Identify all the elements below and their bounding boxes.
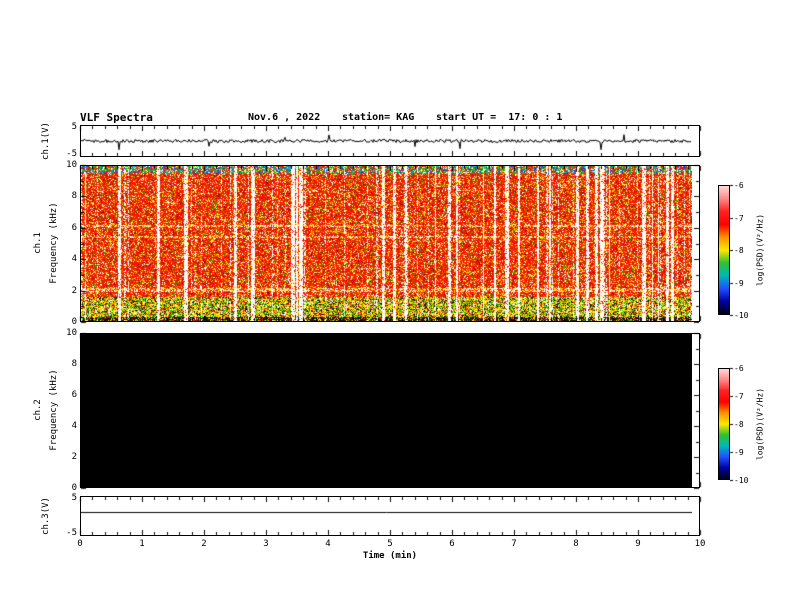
- tick-label: -6: [734, 364, 744, 373]
- ch3-waveform-canvas: [81, 497, 692, 535]
- tick-label: -8: [734, 420, 744, 429]
- ch2-colorbar-label: log(PSD)(V²/Hz): [755, 387, 765, 461]
- x-axis-title: Time (min): [362, 551, 418, 561]
- tick-label: 4: [71, 254, 77, 265]
- tick-label: 5: [71, 493, 77, 503]
- ch3-waveform-panel: [80, 496, 700, 536]
- ch1-spectrogram-panel: [80, 165, 700, 322]
- ch1-waveform-panel: [80, 125, 700, 157]
- tick-label: -8: [734, 246, 744, 255]
- tick-label: 4: [325, 539, 331, 549]
- tick-label: 10: [66, 328, 77, 338]
- header-date: Nov.6 , 2022: [248, 112, 321, 123]
- tick-label: -5: [66, 149, 77, 159]
- ch1-voltage-axis-label: ch.1(V): [41, 122, 51, 160]
- figure-title: VLF Spectra: [80, 111, 153, 124]
- tick-label: 5: [71, 122, 77, 132]
- tick-label: 6: [449, 539, 455, 549]
- tick-label: 8: [71, 191, 77, 202]
- tick-label: -6: [734, 181, 744, 190]
- tick-label: 1: [139, 539, 145, 549]
- tick-label: 0: [71, 317, 77, 327]
- tick-label: 0: [71, 483, 77, 493]
- ch1-spec-freq-axis-label: Frequency (kHz): [49, 202, 59, 284]
- ch2-spectrogram-panel: [80, 333, 700, 488]
- tick-label: 3: [263, 539, 269, 549]
- tick-label: 6: [71, 222, 77, 233]
- tick-label: 2: [71, 452, 77, 462]
- header-station: station= KAG: [342, 112, 415, 123]
- ch1-spec-channel-label: ch.1: [33, 232, 43, 254]
- tick-label: 2: [71, 285, 77, 296]
- tick-label: 6: [71, 390, 77, 400]
- tick-label: 8: [71, 359, 77, 369]
- header-start-ut: start UT = 17: 0 : 1: [436, 112, 563, 123]
- tick-label: 10: [694, 539, 706, 549]
- tick-label: 7: [511, 539, 517, 549]
- tick-label: 8: [573, 539, 579, 549]
- tick-label: -10: [734, 476, 749, 485]
- tick-label: 10: [66, 160, 77, 170]
- tick-label: -7: [734, 392, 744, 401]
- tick-label: -5: [66, 528, 77, 538]
- tick-label: 0: [77, 539, 83, 549]
- ch3-voltage-axis-label: ch.3(V): [41, 497, 51, 535]
- tick-label: 4: [71, 421, 77, 431]
- tick-label: -9: [734, 278, 744, 288]
- tick-label: 2: [201, 539, 207, 549]
- ch1-colorbar-label: log(PSD)(V²/Hz): [755, 213, 765, 287]
- ch2-spec-channel-label: ch.2: [33, 399, 43, 421]
- ch2-spectrogram-canvas: [81, 334, 692, 487]
- ch1-waveform-canvas: [81, 126, 692, 156]
- ch1-spectrogram-canvas: [81, 166, 692, 321]
- tick-label: -7: [734, 213, 744, 223]
- tick-label: -10: [734, 311, 749, 320]
- tick-label: 5: [387, 539, 393, 549]
- ch2-spec-freq-axis-label: Frequency (kHz): [49, 369, 59, 451]
- ch2-colorbar: [718, 368, 730, 480]
- ch1-colorbar: [718, 185, 730, 315]
- tick-label: -9: [734, 448, 744, 457]
- tick-label: 9: [635, 539, 641, 549]
